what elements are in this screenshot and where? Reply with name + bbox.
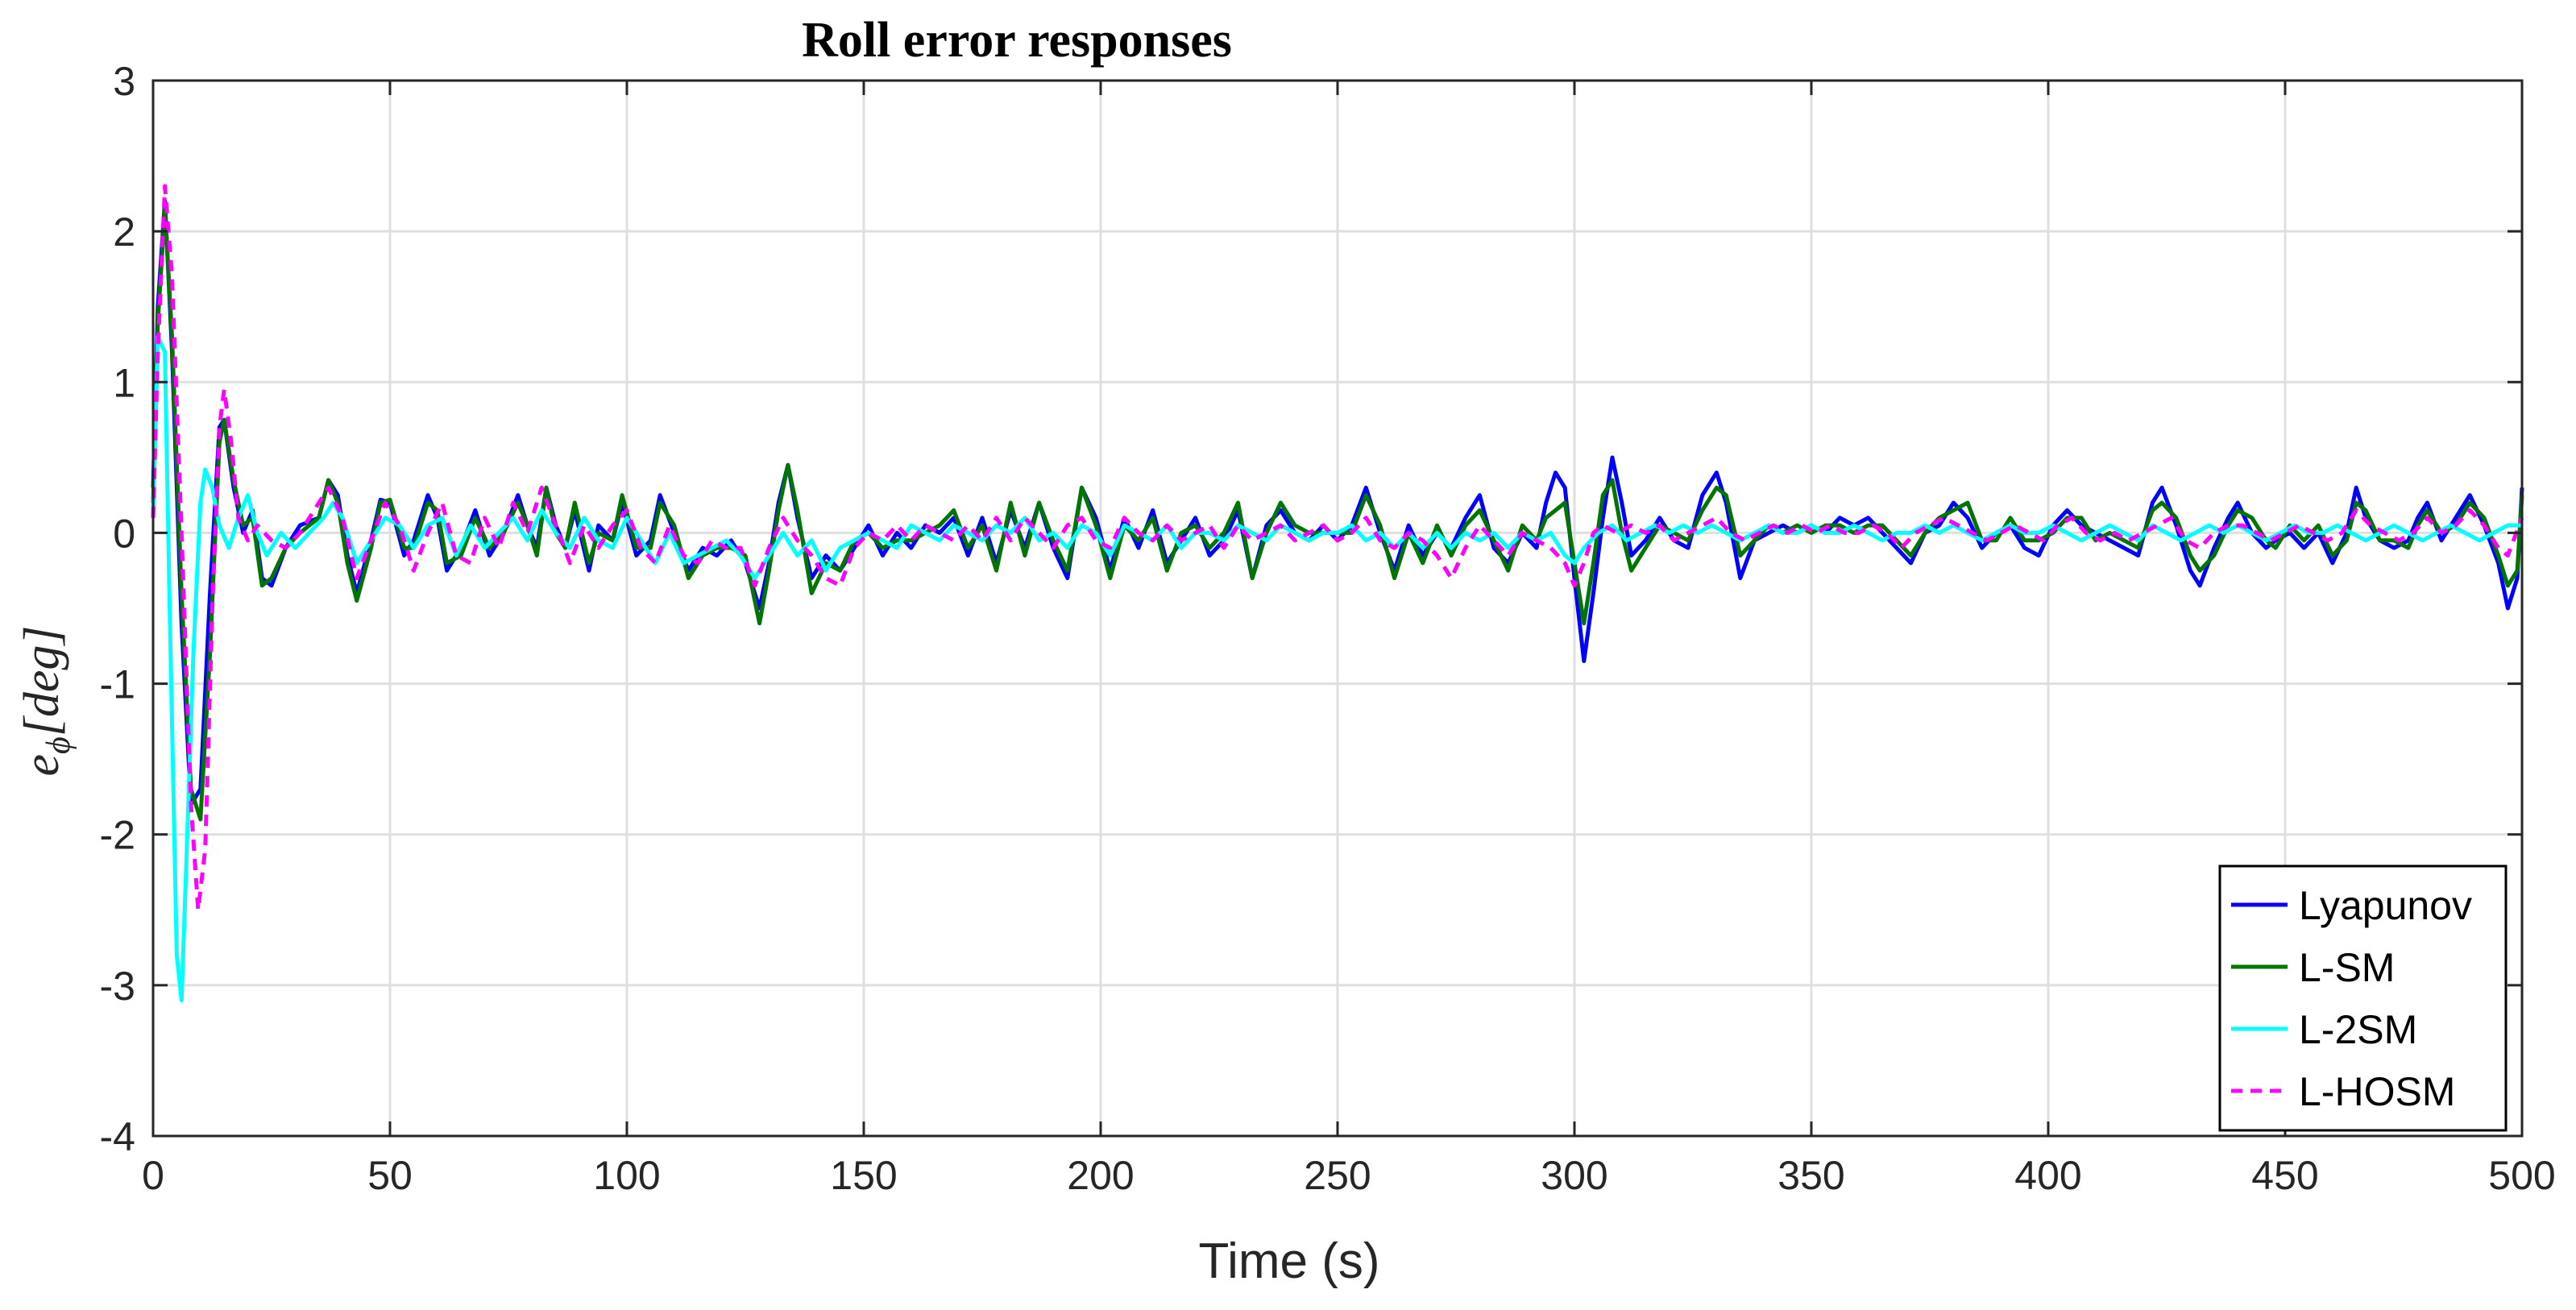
x-tick-label: 450: [2251, 1153, 2318, 1198]
legend: Lyapunov L-SM L-2SM L-HOSM: [2218, 864, 2508, 1132]
y-tick-label: -1: [100, 662, 135, 707]
x-tick-label: 300: [1541, 1153, 1607, 1198]
x-axis-title: Time (s): [1199, 1233, 1380, 1289]
y-tick-labels: -4 -3 -2 -1 0 1 2 3: [100, 59, 135, 1159]
y-tick-label: -3: [100, 964, 135, 1009]
legend-label: L-2SM: [2299, 1007, 2417, 1052]
legend-label: L-SM: [2299, 945, 2395, 990]
y-tick-label: -2: [100, 813, 135, 858]
y-tick-label: -4: [100, 1114, 135, 1159]
y-axis-symbol: e: [15, 754, 69, 777]
legend-label: Lyapunov: [2299, 883, 2472, 928]
x-tick-label: 50: [367, 1153, 413, 1198]
x-tick-label: 150: [830, 1153, 897, 1198]
y-tick-label: 0: [113, 511, 135, 556]
y-tick-label: 2: [113, 209, 135, 255]
y-tick-label: 3: [113, 59, 135, 104]
grid-lines: [151, 79, 2524, 1138]
x-tick-label: 100: [593, 1153, 660, 1198]
legend-box: [2218, 864, 2508, 1132]
y-tick-label: 1: [113, 360, 135, 405]
x-tick-label: 250: [1304, 1153, 1371, 1198]
x-tick-label: 0: [142, 1153, 164, 1198]
x-tick-labels: 0 50 100 150 200 250 300 350 400 450 500: [142, 1153, 2556, 1198]
x-tick-label: 350: [1777, 1153, 1844, 1198]
chart-title: Roll error responses: [802, 13, 1232, 68]
y-axis-unit: [deg]: [15, 625, 69, 736]
y-axis-title: eϕ[deg]: [15, 625, 77, 776]
legend-label: L-HOSM: [2299, 1069, 2455, 1114]
series-layer: [151, 184, 2524, 1003]
x-tick-label: 200: [1067, 1153, 1134, 1198]
x-tick-label: 500: [2488, 1153, 2555, 1198]
axis-ticks: [151, 79, 2524, 1138]
svg-text:eϕ[deg]: eϕ[deg]: [15, 625, 77, 776]
y-axis-subscript: ϕ: [40, 736, 77, 754]
x-tick-label: 400: [2014, 1153, 2081, 1198]
series-line-l-sm: [151, 206, 2524, 822]
